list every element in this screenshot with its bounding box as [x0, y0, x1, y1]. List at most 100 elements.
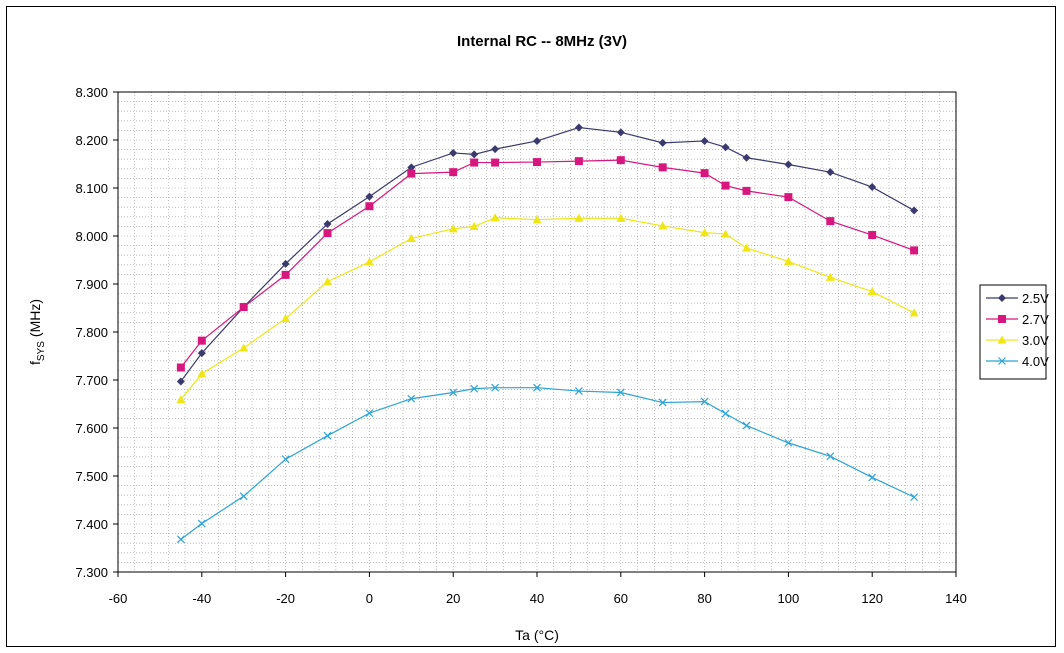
- legend-item: 3.0V: [986, 333, 1049, 348]
- data-point: [616, 213, 626, 222]
- data-point: [826, 168, 835, 177]
- data-point: [176, 363, 185, 372]
- x-tick-label: -60: [109, 591, 128, 606]
- data-point: [721, 143, 730, 152]
- data-point: [176, 395, 186, 404]
- data-point: [491, 158, 500, 167]
- y-tick-label: 7.800: [75, 325, 108, 340]
- legend-marker: [998, 315, 1006, 323]
- y-tick-label: 8.100: [75, 181, 108, 196]
- x-tick-label: 100: [778, 591, 800, 606]
- series-2.5V: [176, 123, 919, 386]
- data-point: [784, 160, 793, 169]
- legend-label: 2.5V: [1022, 291, 1049, 306]
- series-group: [176, 123, 919, 544]
- data-point: [176, 535, 185, 544]
- data-point: [784, 193, 793, 202]
- data-point: [574, 387, 583, 395]
- data-point: [365, 192, 374, 201]
- data-point: [868, 183, 877, 192]
- data-point: [239, 492, 248, 501]
- data-point: [490, 213, 500, 222]
- x-axis-ticks: -60 -40 -20 0 20 40 60 80 100 120 140: [109, 572, 967, 606]
- y-tick-label: 7.300: [75, 565, 108, 580]
- x-tick-label: 80: [697, 591, 711, 606]
- series-line: [180, 159, 915, 368]
- data-point: [909, 308, 919, 317]
- series-3.0V: [176, 213, 919, 404]
- data-point: [197, 336, 206, 345]
- data-point: [281, 259, 290, 268]
- data-point: [491, 145, 500, 154]
- legend-label: 4.0V: [1022, 354, 1049, 369]
- data-point: [407, 394, 416, 403]
- data-point: [364, 257, 374, 266]
- legend-marker: [998, 294, 1006, 302]
- series-line: [180, 126, 915, 382]
- data-point: [574, 123, 583, 132]
- data-point: [197, 519, 206, 528]
- y-tick-label: 8.200: [75, 133, 108, 148]
- data-point: [406, 233, 416, 242]
- legend-marker: [998, 357, 1006, 365]
- data-point: [239, 303, 248, 312]
- y-tick-label: 7.600: [75, 421, 108, 436]
- y-tick-label: 8.300: [75, 85, 108, 100]
- x-tick-label: -40: [192, 591, 211, 606]
- data-point: [470, 158, 479, 167]
- data-point: [532, 215, 542, 224]
- y-tick-label: 7.500: [75, 469, 108, 484]
- data-point: [910, 246, 919, 255]
- y-tick-label: 8.000: [75, 229, 108, 244]
- data-point: [742, 243, 751, 252]
- data-point: [323, 277, 332, 286]
- data-point: [742, 153, 751, 162]
- data-point: [700, 169, 709, 178]
- data-point: [323, 229, 332, 238]
- legend-item: 2.7V: [986, 312, 1049, 327]
- data-point: [826, 217, 835, 226]
- data-point: [826, 452, 835, 461]
- data-point: [448, 224, 458, 233]
- y-axis-label: fSYS (MHz): [27, 299, 47, 365]
- data-point: [533, 158, 541, 167]
- chart-grid: [118, 92, 956, 572]
- series-line: [180, 387, 915, 540]
- data-point: [449, 148, 458, 157]
- x-tick-label: 40: [530, 591, 544, 606]
- data-point: [323, 431, 332, 440]
- data-point: [658, 163, 667, 172]
- data-point: [742, 421, 751, 430]
- x-axis-label: Ta (°C): [515, 627, 559, 643]
- legend-item: 2.5V: [986, 291, 1049, 306]
- data-point: [700, 397, 709, 406]
- data-point: [868, 231, 877, 240]
- data-point: [197, 369, 207, 378]
- data-point: [783, 256, 793, 266]
- data-point: [721, 181, 730, 190]
- data-point: [616, 388, 625, 397]
- data-point: [470, 384, 479, 393]
- data-point: [533, 383, 541, 392]
- data-point: [407, 169, 416, 178]
- data-point: [281, 314, 291, 323]
- x-tick-label: 20: [446, 591, 460, 606]
- y-tick-label: 7.400: [75, 517, 108, 532]
- legend-box: [979, 284, 1047, 380]
- legend-item: 4.0V: [986, 354, 1049, 369]
- data-point: [700, 136, 709, 145]
- data-point: [658, 138, 667, 147]
- y-axis-ticks: 7.300 7.400 7.500 7.600 7.700 7.800 7.900 8.000…: [75, 85, 118, 580]
- data-point: [365, 409, 374, 418]
- data-point: [784, 438, 793, 447]
- x-tick-label: 120: [861, 591, 883, 606]
- data-point: [574, 157, 583, 166]
- data-point: [239, 343, 249, 352]
- data-point: [700, 228, 710, 237]
- y-axis-label-sub: SYS: [36, 341, 47, 361]
- data-point: [910, 206, 919, 215]
- x-tick-label: 140: [945, 591, 967, 606]
- data-point: [825, 272, 835, 281]
- data-point: [449, 388, 458, 397]
